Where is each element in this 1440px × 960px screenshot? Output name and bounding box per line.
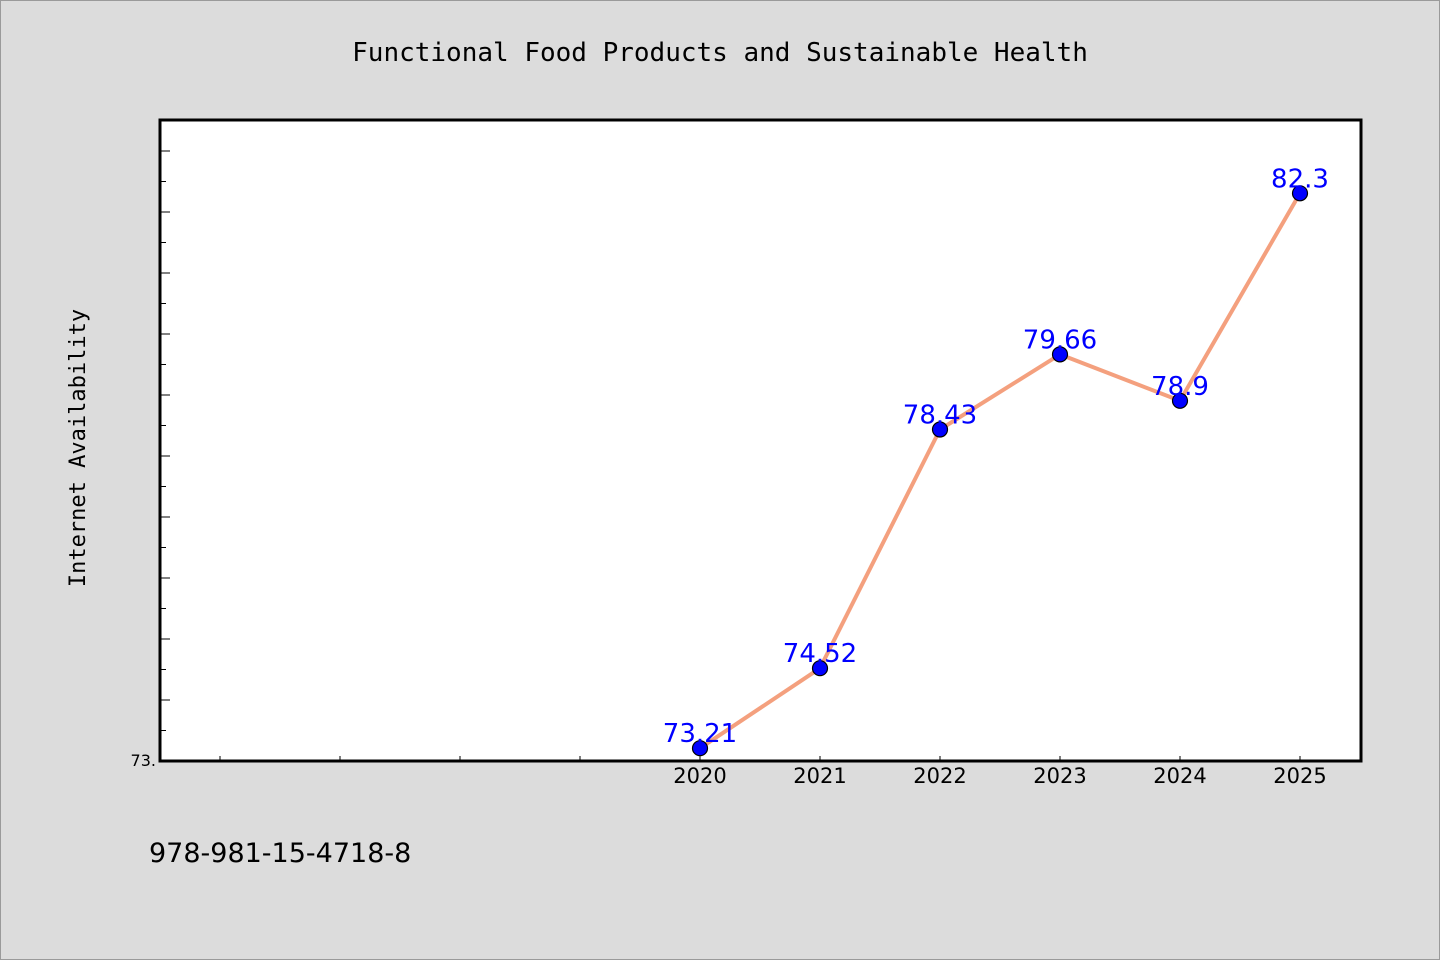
x-axis-tick-labels: 2020 2021 2022 2023 2024 2025: [673, 764, 1326, 788]
x-tick-label: 2023: [1033, 764, 1086, 788]
isbn-text: 978-981-15-4718-8: [149, 838, 411, 869]
data-label: 78.43: [903, 401, 977, 431]
data-label: 79.66: [1023, 325, 1097, 355]
y-axis-label: Internet Availability: [66, 309, 91, 587]
x-tick-label: 2024: [1153, 764, 1206, 788]
x-tick-label: 2021: [793, 764, 846, 788]
x-tick-label: 2022: [913, 764, 966, 788]
data-label: 78.9: [1151, 372, 1209, 402]
data-label: 73.21: [663, 719, 737, 749]
data-label: 74.52: [783, 639, 857, 669]
data-label: 82.3: [1271, 164, 1329, 194]
chart-title: Functional Food Products and Sustainable…: [352, 38, 1088, 68]
y-tick-label: 73.: [131, 751, 156, 770]
x-tick-label: 2025: [1273, 764, 1326, 788]
x-tick-label: 2020: [673, 764, 726, 788]
plot-area: [160, 120, 1361, 761]
